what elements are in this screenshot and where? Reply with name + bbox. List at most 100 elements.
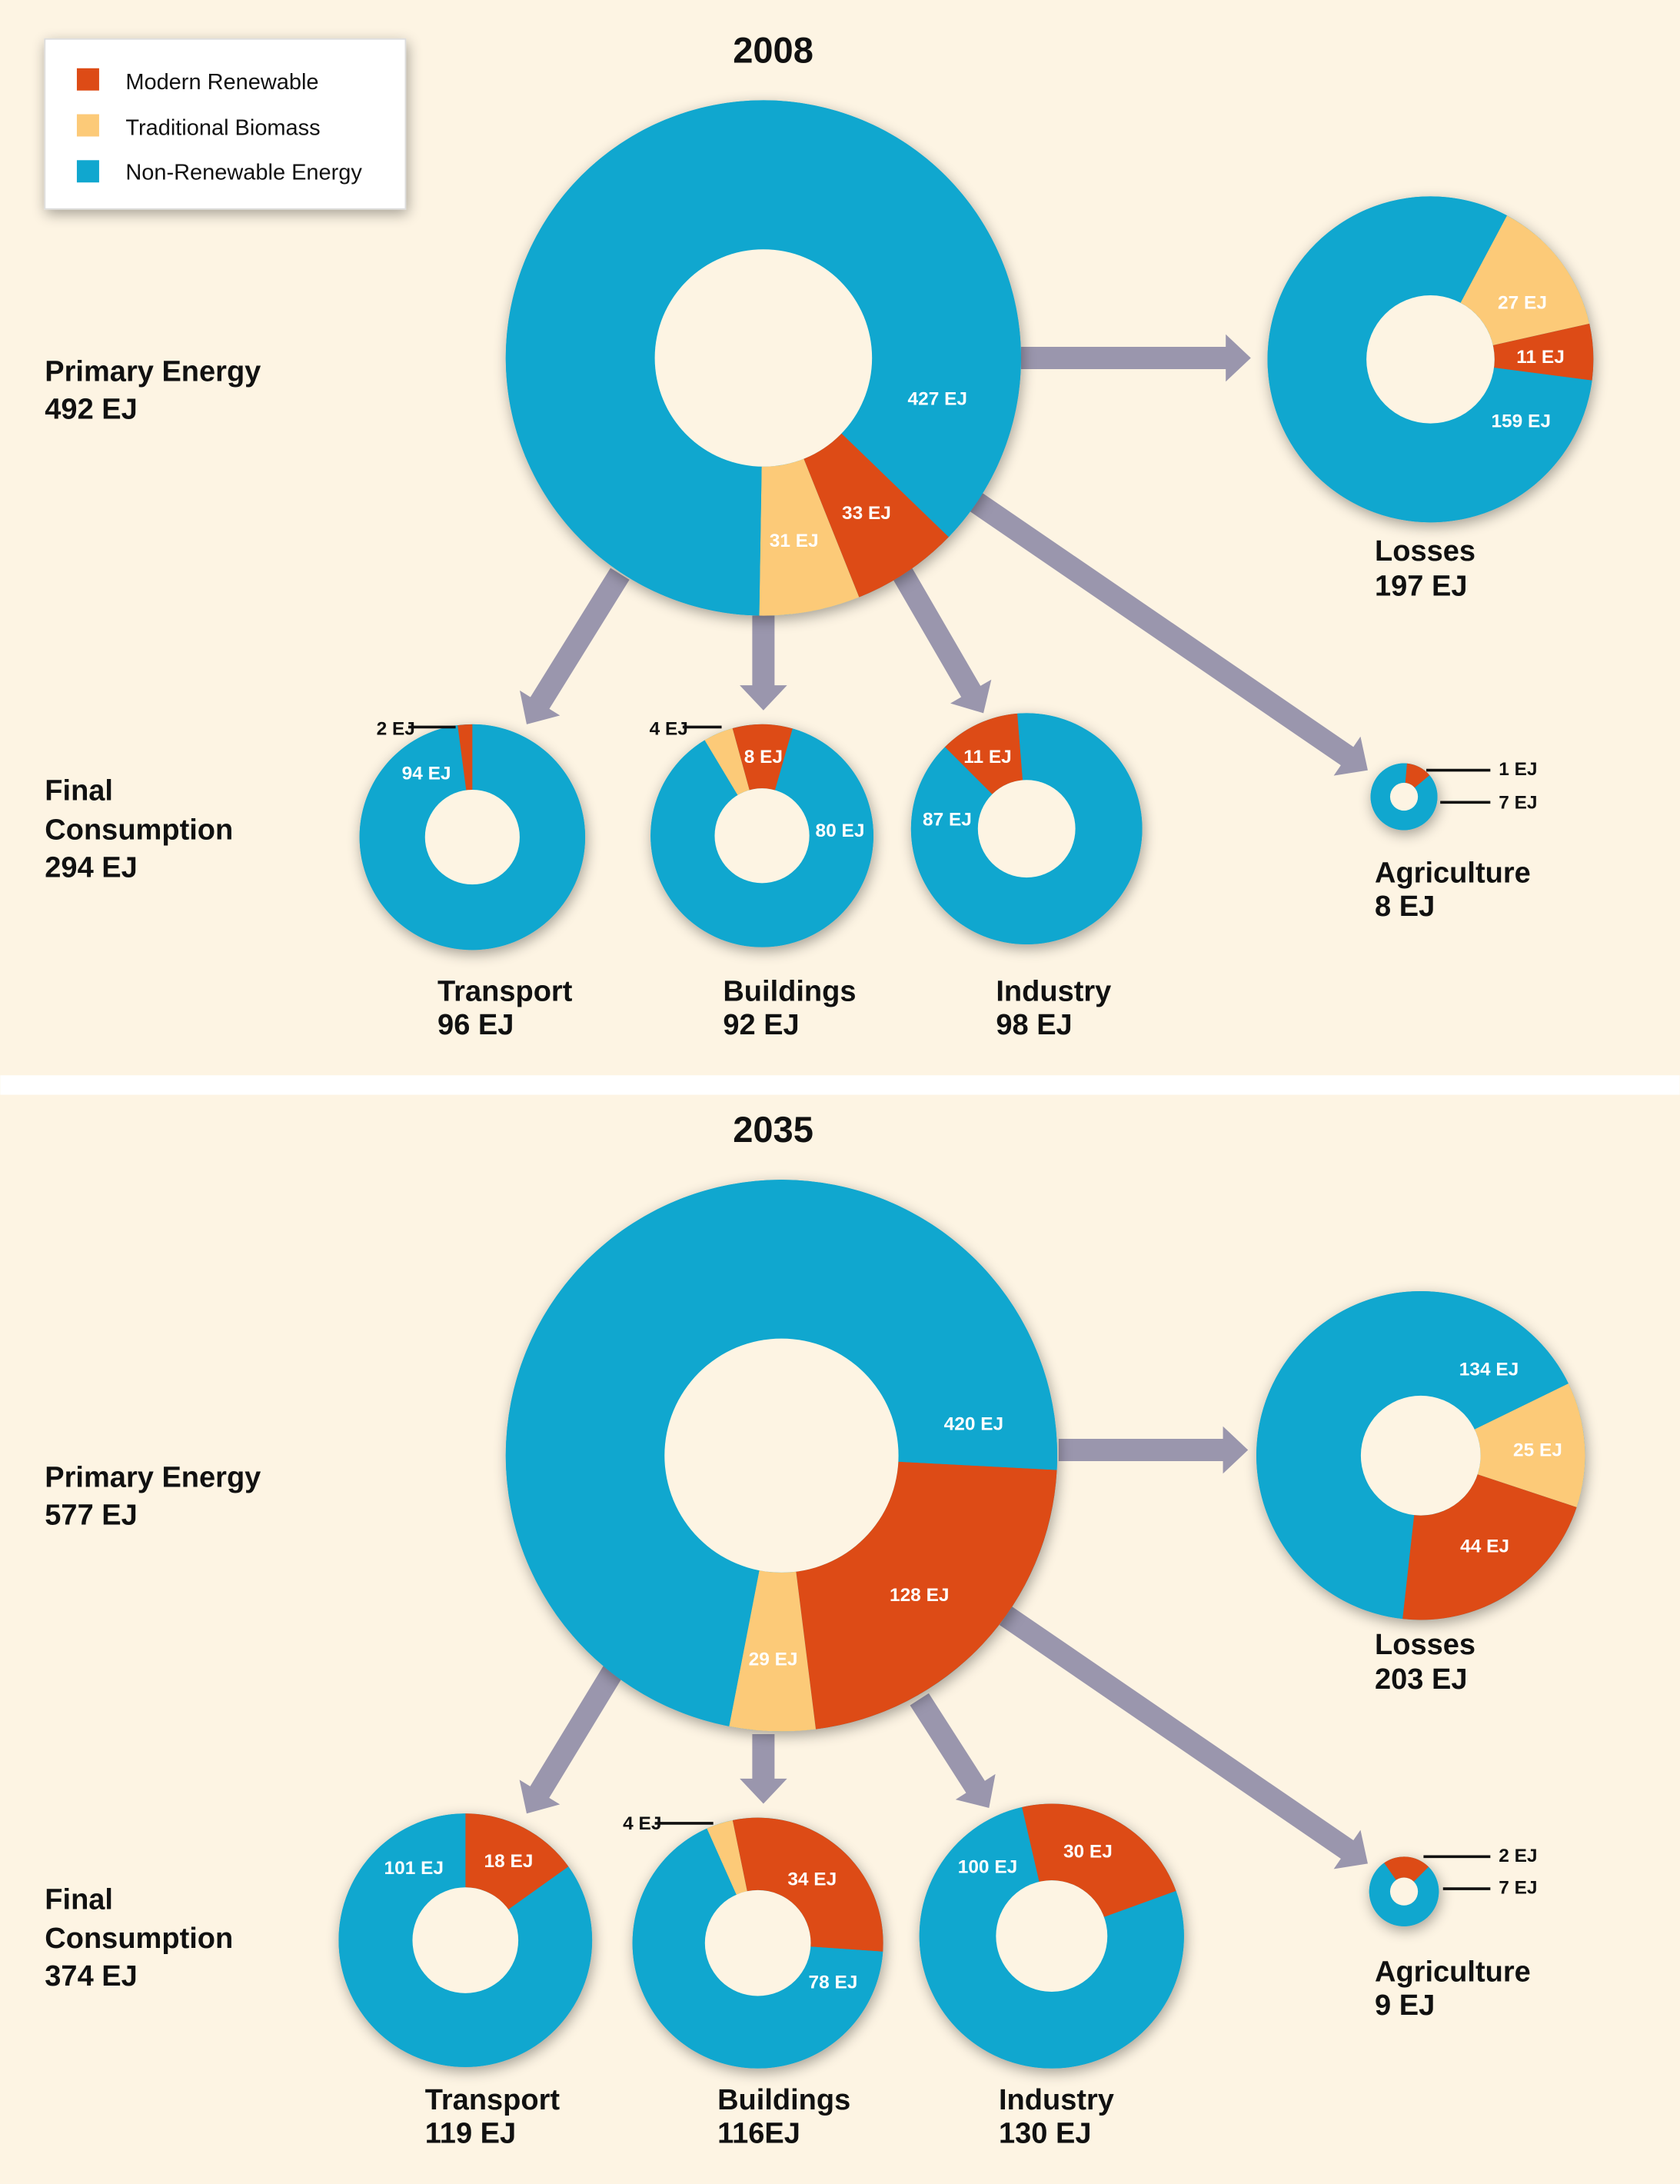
segment-traditional-biomass [759, 458, 860, 616]
segment-value-label: 78 EJ [809, 1973, 858, 1993]
segment-value-label: 94 EJ [402, 763, 451, 784]
segment-modern-renewable [1405, 763, 1430, 788]
donut-hole [412, 1887, 519, 1993]
segment-value-label: 11 EJ [963, 747, 1012, 767]
buildings-total: 92 EJ [723, 1009, 799, 1041]
segment-modern-renewable [1402, 1474, 1577, 1620]
buildings-name: Buildings [723, 975, 856, 1007]
segment-value-label: 31 EJ [770, 531, 819, 551]
segment-non-renewable-energy [1370, 763, 1438, 831]
donut-hole [1389, 1877, 1419, 1906]
segment-value-label: 11 EJ [1516, 347, 1565, 368]
industry-name: Industry [996, 975, 1111, 1007]
segment-non-renewable-energy [359, 724, 586, 951]
segment-value-label: 4 EJ [623, 1813, 661, 1834]
buildings-total: 116EJ [717, 2118, 800, 2150]
segment-modern-renewable [1492, 323, 1594, 381]
segment-value-label: 34 EJ [787, 1869, 837, 1890]
segment-non-renewable-energy [910, 713, 1143, 945]
segment-modern-renewable [1384, 1856, 1429, 1882]
segment-value-label: 2 EJ [1499, 1846, 1537, 1866]
donut-hole [664, 1338, 899, 1573]
losses-total: 197 EJ [1375, 570, 1468, 602]
segment-value-label: 33 EJ [842, 503, 891, 524]
segment-traditional-biomass [729, 1570, 816, 1732]
segment-traditional-biomass [1474, 1383, 1585, 1507]
industry-name: Industry [999, 2084, 1114, 2116]
legend-label-non-renewable: Non-Renewable Energy [125, 161, 362, 185]
segment-value-label: 18 EJ [484, 1851, 533, 1872]
flow-arrow [519, 1665, 623, 1814]
segment-value-label: 8 EJ [744, 747, 783, 767]
segment-value-label: 25 EJ [1513, 1440, 1562, 1461]
segment-value-label: 44 EJ [1460, 1536, 1509, 1557]
flow-arrow [740, 615, 787, 711]
segment-non-renewable-energy [338, 1813, 593, 2067]
donut-primary-2008: 33 EJ 31 EJ 427 EJ [505, 100, 1021, 616]
segment-value-label: 128 EJ [890, 1585, 949, 1606]
flow-arrow [910, 1693, 996, 1808]
segment-non-renewable-energy [650, 728, 873, 947]
legend-swatch-traditional-biomass [76, 114, 99, 137]
segment-value-label: 427 EJ [908, 388, 967, 409]
segment-value-label: 159 EJ [1491, 411, 1550, 431]
segment-value-label: 1 EJ [1499, 759, 1537, 780]
donut-hole [1360, 1395, 1481, 1516]
segment-value-label: 29 EJ [749, 1649, 798, 1670]
panel-year-title: 2035 [733, 1109, 813, 1150]
donut-primary-2035: 128 EJ 29 EJ 420 EJ [505, 1180, 1058, 1732]
legend-box [44, 38, 407, 210]
segment-traditional-biomass [707, 1819, 747, 1895]
industry-total: 130 EJ [999, 2118, 1092, 2150]
buildings-name: Buildings [717, 2084, 850, 2116]
segment-modern-renewable [796, 1461, 1057, 1730]
final-consumption-label-line2: Consumption [45, 1923, 233, 1955]
flow-arrow [519, 568, 630, 724]
panel-year-title: 2008 [733, 29, 813, 70]
flow-arrow [893, 568, 992, 714]
segment-value-label: 7 EJ [1499, 793, 1537, 814]
donut-hole [1366, 295, 1495, 424]
flow-arrow [1058, 1426, 1249, 1474]
agriculture-name: Agriculture [1375, 857, 1531, 889]
segment-traditional-biomass [704, 728, 750, 795]
primary-energy-total: 492 EJ [45, 393, 138, 425]
donut-hole [704, 1889, 811, 1996]
final-consumption-total: 294 EJ [45, 851, 138, 884]
agriculture-name: Agriculture [1375, 1956, 1531, 1989]
segment-value-label: 4 EJ [650, 719, 688, 740]
segment-non-renewable-energy [1256, 1291, 1569, 1620]
flow-arrow [1020, 334, 1251, 382]
segment-value-label: 2 EJ [377, 719, 415, 740]
legend-label-traditional-biomass: Traditional Biomass [125, 116, 320, 141]
legend: Modern Renewable Traditional Biomass Non… [44, 38, 407, 210]
final-consumption-label-line1: Final [45, 1883, 113, 1916]
segment-traditional-biomass [1460, 215, 1590, 346]
donut-hole [654, 249, 873, 467]
segment-non-renewable-energy [1369, 1863, 1439, 1926]
panel-2008: 2008 Primary Energy 492 EJ Final Consumption… [45, 29, 1594, 1041]
legend-swatch-non-renewable [76, 160, 99, 183]
flow-arrow [999, 1606, 1368, 1869]
donut-hole [714, 788, 810, 884]
losses-total: 203 EJ [1375, 1663, 1468, 1696]
agriculture-total: 8 EJ [1375, 891, 1435, 923]
segment-modern-renewable [803, 433, 949, 598]
segment-value-label: 80 EJ [816, 821, 865, 841]
segment-modern-renewable [1022, 1803, 1176, 1917]
donut-hole [1389, 782, 1419, 811]
segment-modern-renewable [465, 1813, 569, 1910]
flow-arrow [740, 1733, 787, 1804]
segment-non-renewable-energy [505, 1180, 1058, 1726]
segment-value-label: 87 EJ [923, 809, 972, 830]
segment-value-label: 101 EJ [384, 1858, 444, 1879]
losses-name: Losses [1375, 1629, 1475, 1661]
segment-value-label: 420 EJ [944, 1413, 1003, 1434]
